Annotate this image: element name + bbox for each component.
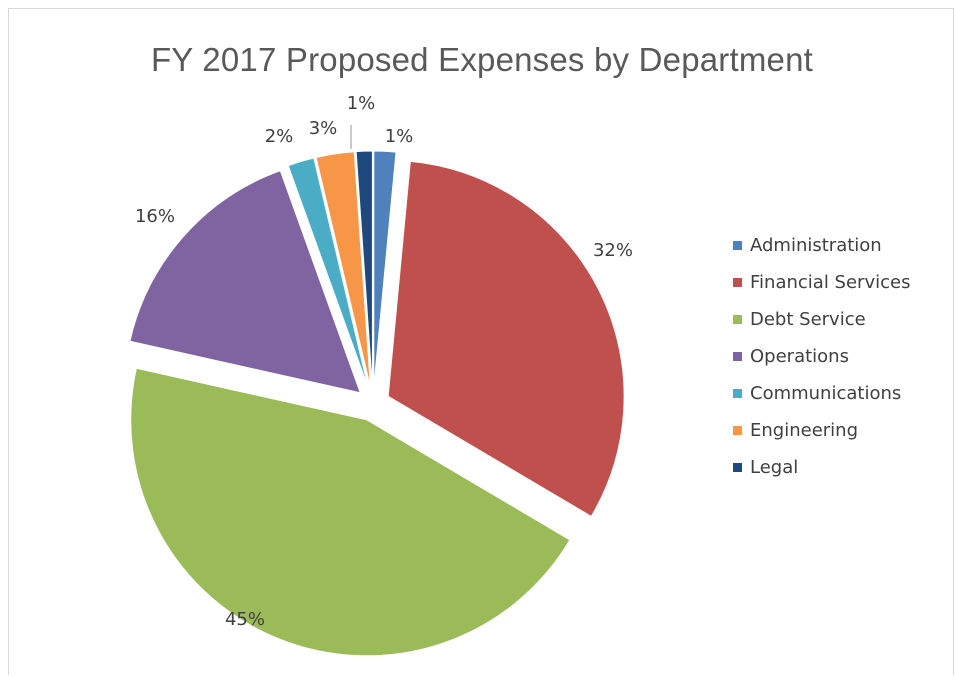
chart-area: FY 2017 Proposed Expenses by Department … bbox=[8, 8, 954, 675]
legend-item-financial-services: Financial Services bbox=[733, 264, 910, 301]
legend-label: Operations bbox=[750, 346, 849, 367]
data-label-financial-services: 32% bbox=[593, 240, 633, 261]
data-label-debt-service: 45% bbox=[225, 609, 265, 630]
pie-chart: 1% 32% 45% 16% 2% 3% 1% bbox=[129, 93, 633, 657]
pie-slice-legal bbox=[355, 150, 373, 388]
pie-slice-financial-services bbox=[387, 160, 625, 518]
data-label-administration: 1% bbox=[385, 126, 414, 147]
legend-item-administration: Administration bbox=[733, 227, 910, 264]
chart-title: FY 2017 Proposed Expenses by Department bbox=[150, 41, 814, 78]
legend-item-debt-service: Debt Service bbox=[733, 301, 910, 338]
data-label-legal: 1% bbox=[347, 93, 376, 114]
legend-swatch bbox=[733, 389, 742, 398]
legend-item-operations: Operations bbox=[733, 338, 910, 375]
data-label-operations: 16% bbox=[135, 206, 175, 227]
legend-swatch bbox=[733, 241, 742, 250]
legend-item-communications: Communications bbox=[733, 375, 910, 412]
data-label-engineering: 3% bbox=[309, 118, 338, 139]
legend-swatch bbox=[733, 352, 742, 361]
legend-label: Communications bbox=[750, 383, 902, 404]
pie-slice-debt-service bbox=[130, 367, 571, 657]
legend-swatch bbox=[733, 463, 742, 472]
pie-slice-administration bbox=[373, 150, 397, 388]
legend-item-engineering: Engineering bbox=[733, 412, 910, 449]
pie-slice-operations bbox=[129, 170, 362, 394]
legend-label: Financial Services bbox=[750, 272, 911, 293]
legend-label: Administration bbox=[750, 235, 882, 256]
data-label-communications: 2% bbox=[265, 126, 294, 147]
legend-swatch bbox=[733, 315, 742, 324]
legend-label: Engineering bbox=[750, 420, 858, 441]
legend-label: Legal bbox=[750, 457, 799, 478]
pie-slice-engineering bbox=[315, 151, 371, 388]
legend-item-legal: Legal bbox=[733, 449, 910, 486]
legend-swatch bbox=[733, 426, 742, 435]
legend-swatch bbox=[733, 278, 742, 287]
legend-label: Debt Service bbox=[750, 309, 866, 330]
pie-slice-communications bbox=[287, 157, 369, 388]
legend: Administration Financial Services Debt Ser… bbox=[733, 227, 910, 486]
